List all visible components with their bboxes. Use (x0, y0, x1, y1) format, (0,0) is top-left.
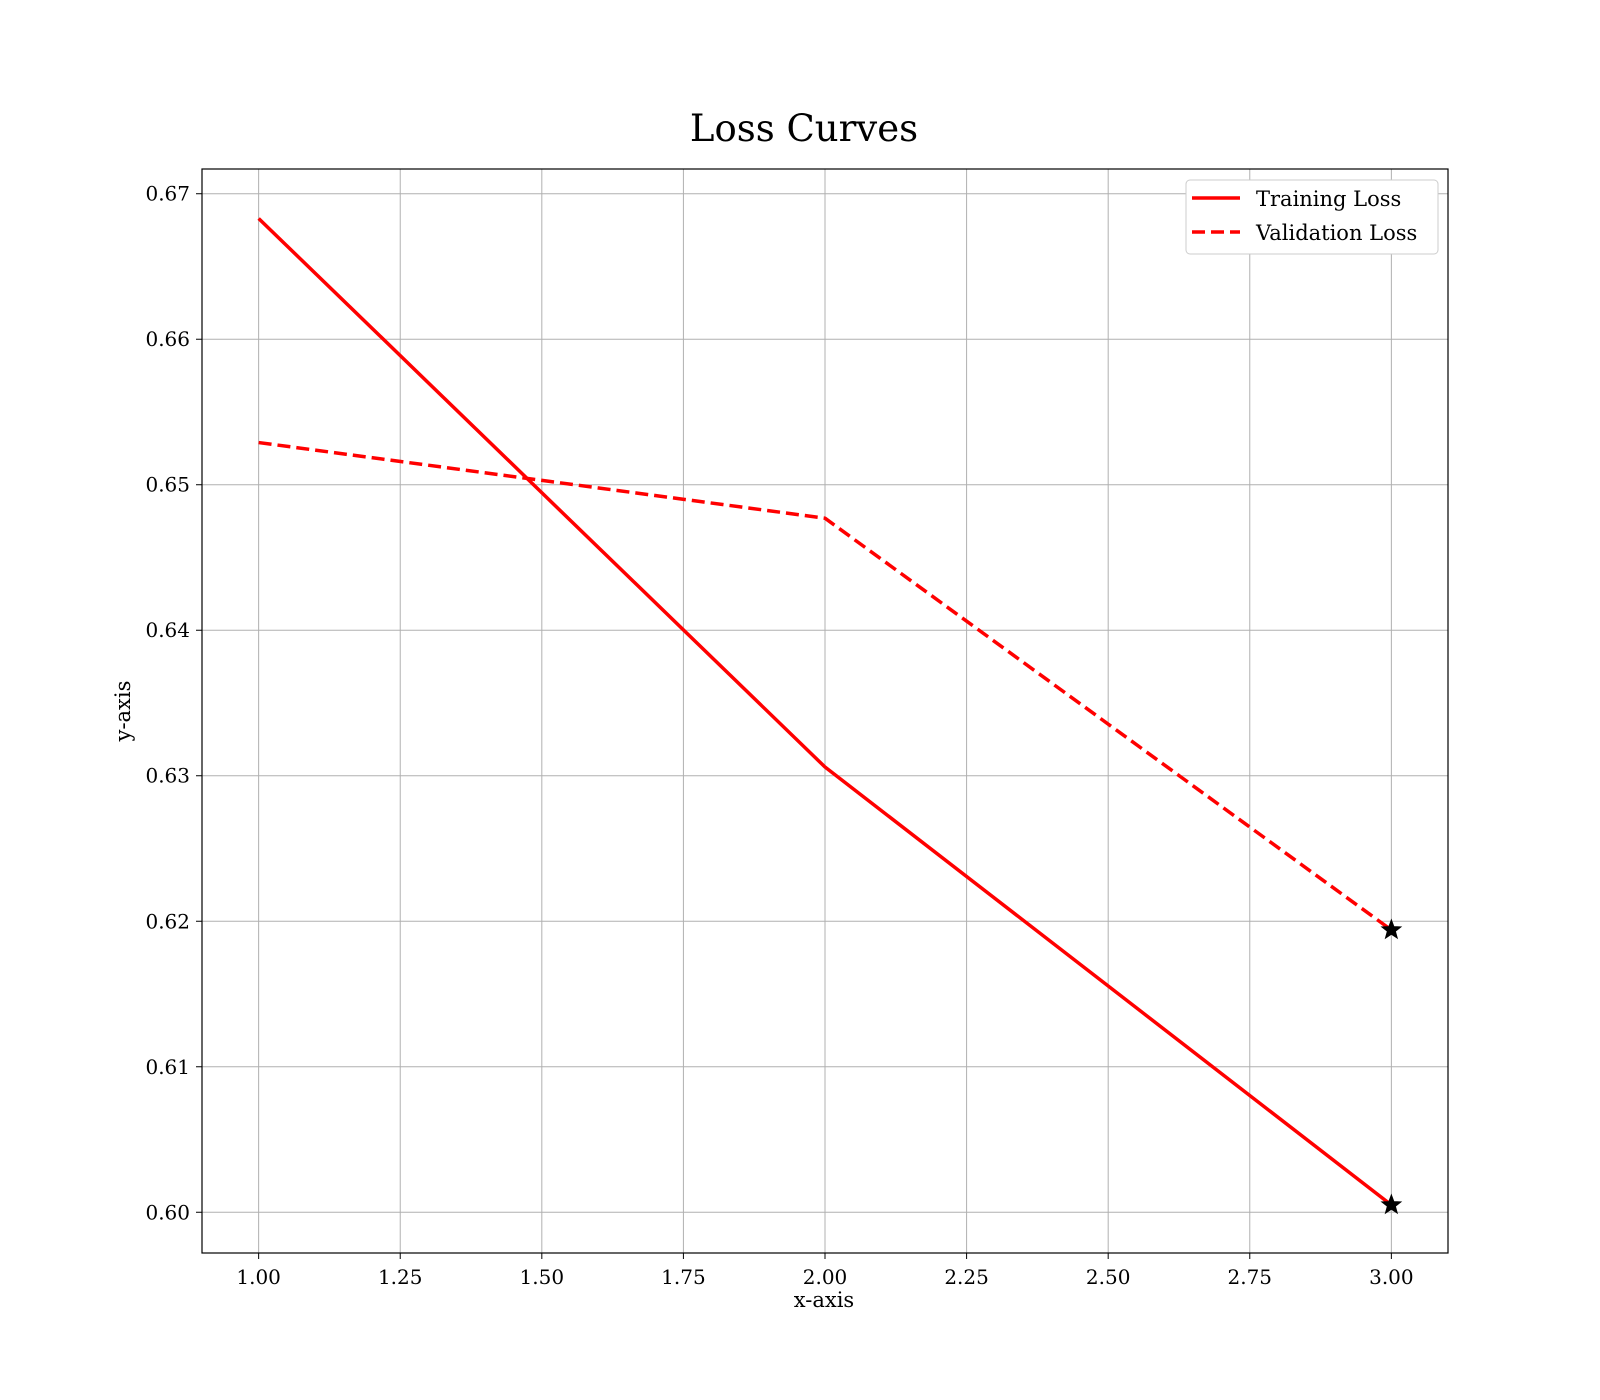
y-tick-label: 0.67 (145, 182, 190, 206)
y-tick-label: 0.61 (145, 1055, 190, 1079)
x-tick-label: 1.50 (520, 1265, 565, 1289)
x-tick-label: 2.75 (1228, 1265, 1273, 1289)
x-tick-label: 1.00 (236, 1265, 281, 1289)
x-tick-label: 2.50 (1086, 1265, 1131, 1289)
legend-label-training-loss: Training Loss (1256, 187, 1401, 211)
marker-layer (1380, 918, 1403, 1215)
series-line-validation-loss (258, 440, 1393, 932)
x-tick-label: 2.00 (803, 1265, 848, 1289)
legend-label-validation-loss: Validation Loss (1255, 221, 1417, 245)
chart-title: Loss Curves (690, 107, 918, 150)
tick-layer: 1.00 1.25 1.50 1.75 2.00 2.25 2.50 2.75 3.00 0.60… (145, 182, 1413, 1289)
x-axis-label: x-axis (794, 1288, 854, 1312)
end-marker-training-loss (1380, 1193, 1403, 1215)
x-tick-label: 3.00 (1369, 1265, 1414, 1289)
y-tick-label: 0.64 (145, 618, 190, 642)
y-tick-label: 0.62 (145, 909, 190, 933)
x-tick-label: 2.25 (944, 1265, 989, 1289)
series-line-training-loss (257, 217, 1393, 1207)
end-marker-validation-loss (1380, 918, 1403, 940)
y-tick-label: 0.60 (145, 1200, 190, 1224)
y-tick-label: 0.63 (145, 764, 190, 788)
x-tick-label: 1.25 (378, 1265, 423, 1289)
y-axis-label: y-axis (111, 681, 135, 743)
legend: Training Loss Validation Loss (1185, 179, 1439, 255)
grid-layer (202, 169, 1448, 1253)
series-layer (257, 217, 1393, 1207)
x-tick-label: 1.75 (661, 1265, 706, 1289)
legend-box (1185, 179, 1439, 255)
y-tick-label: 0.65 (145, 473, 190, 497)
y-tick-label: 0.66 (145, 327, 190, 351)
